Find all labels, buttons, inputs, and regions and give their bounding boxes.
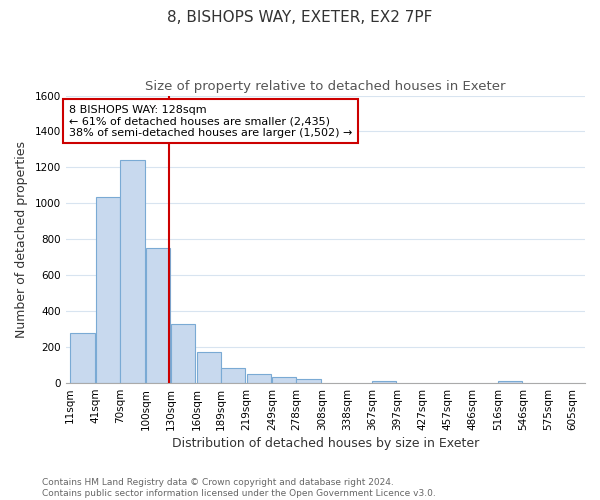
Title: Size of property relative to detached houses in Exeter: Size of property relative to detached ho… bbox=[145, 80, 506, 93]
Bar bbox=[498, 382, 522, 383]
Bar bbox=[272, 377, 296, 383]
Text: Contains HM Land Registry data © Crown copyright and database right 2024.
Contai: Contains HM Land Registry data © Crown c… bbox=[42, 478, 436, 498]
Bar bbox=[96, 197, 120, 383]
Bar bbox=[146, 248, 170, 383]
X-axis label: Distribution of detached houses by size in Exeter: Distribution of detached houses by size … bbox=[172, 437, 479, 450]
Bar bbox=[197, 352, 221, 383]
Bar bbox=[70, 333, 95, 383]
Text: 8, BISHOPS WAY, EXETER, EX2 7PF: 8, BISHOPS WAY, EXETER, EX2 7PF bbox=[167, 10, 433, 25]
Y-axis label: Number of detached properties: Number of detached properties bbox=[15, 141, 28, 338]
Bar bbox=[372, 382, 396, 383]
Bar bbox=[171, 324, 196, 383]
Bar bbox=[221, 368, 245, 383]
Bar bbox=[247, 374, 271, 383]
Text: 8 BISHOPS WAY: 128sqm
← 61% of detached houses are smaller (2,435)
38% of semi-d: 8 BISHOPS WAY: 128sqm ← 61% of detached … bbox=[68, 104, 352, 138]
Bar bbox=[121, 160, 145, 383]
Bar bbox=[296, 380, 321, 383]
